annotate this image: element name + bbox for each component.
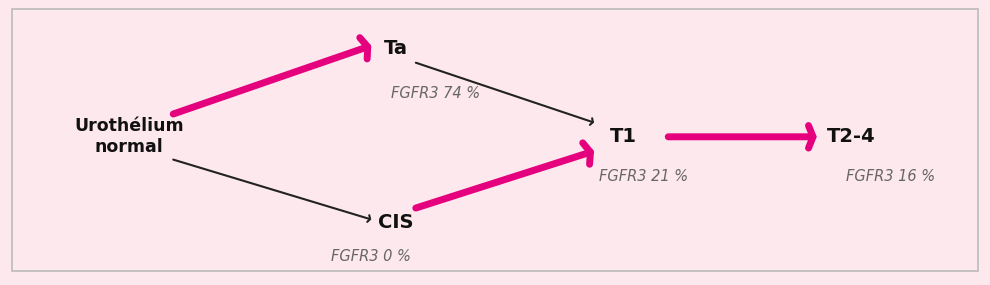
- Text: T1: T1: [610, 127, 638, 146]
- Text: FGFR3 16 %: FGFR3 16 %: [846, 169, 936, 184]
- Text: FGFR3 0 %: FGFR3 0 %: [332, 249, 411, 264]
- Text: Ta: Ta: [384, 39, 408, 58]
- Text: FGFR3 74 %: FGFR3 74 %: [391, 86, 480, 101]
- Text: FGFR3 21 %: FGFR3 21 %: [599, 169, 688, 184]
- Text: T2-4: T2-4: [827, 127, 876, 146]
- Text: CIS: CIS: [378, 213, 414, 232]
- Text: Urothélium
normal: Urothélium normal: [74, 117, 183, 156]
